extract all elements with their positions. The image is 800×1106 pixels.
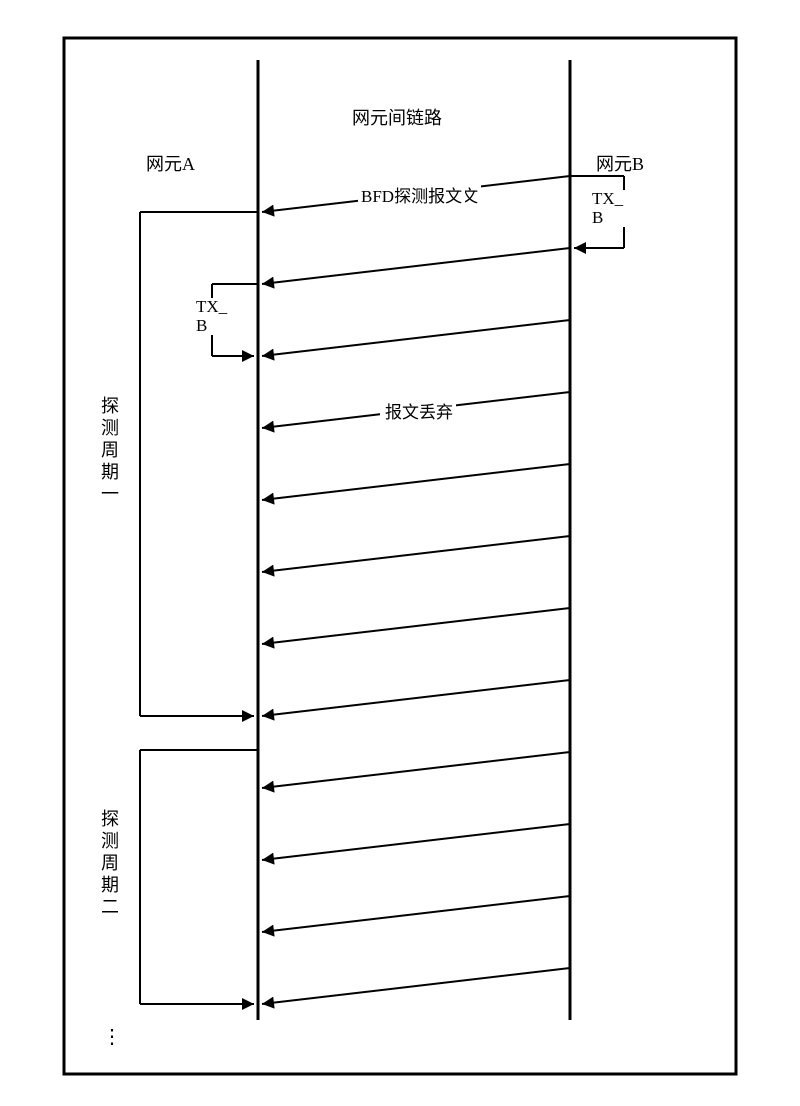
period-label: 探测周期二 — [96, 809, 122, 919]
interval-label-b: TX_B — [590, 190, 625, 227]
node-b-label: 网元B — [596, 150, 644, 176]
ellipsis: ⋮ — [102, 1024, 122, 1049]
period-label: 探测周期一 — [96, 396, 122, 506]
message-label: BFD探测报文 — [358, 182, 465, 207]
node-a-label: 网元A — [146, 150, 195, 176]
link-label: 网元间链路 — [352, 104, 442, 130]
diagram-svg — [0, 0, 800, 1106]
message-label: 报文丢弃 — [382, 398, 456, 423]
interval-label-a: TX_B — [194, 298, 229, 335]
sequence-diagram: 网元A 网元B 网元间链路 BFD探测报文报文丢弃 探测周期一探测周期二 ⋮ TX_B… — [0, 0, 800, 1106]
